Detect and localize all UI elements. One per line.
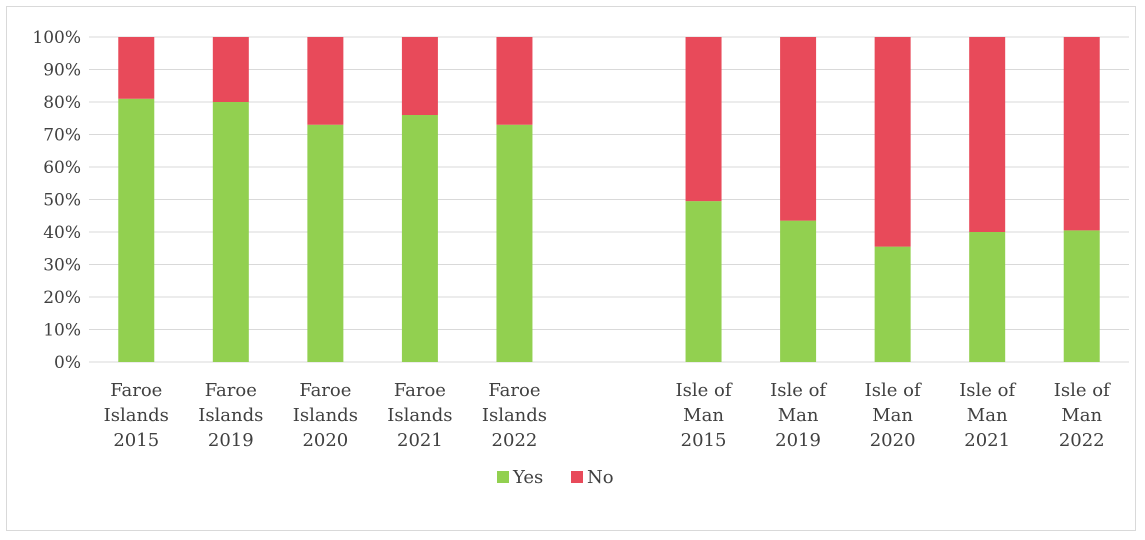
x-tick-label: Isle of Man 2020: [865, 380, 922, 451]
y-tick-label: 70%: [43, 126, 81, 146]
y-tick-label: 40%: [43, 223, 81, 243]
bar-yes: [401, 115, 438, 362]
y-axis-tick-labels: 0% 10% 20% 30% 40% 50% 60% 70% 80% 90% 100%: [32, 28, 81, 373]
y-tick-label: 80%: [43, 93, 81, 113]
bar-yes: [118, 98, 155, 362]
bar-no: [118, 37, 155, 99]
bar-no: [685, 37, 722, 202]
legend-swatch-yes: [497, 471, 509, 483]
bar-yes: [874, 246, 911, 362]
bar-no: [212, 37, 249, 102]
x-tick-label: Isle of Man 2015: [676, 380, 733, 451]
x-tick-label: Faroe Islands 2022: [482, 380, 547, 451]
bar-no: [496, 37, 533, 125]
x-tick-label: Faroe Islands 2019: [198, 380, 263, 451]
bar-no: [780, 37, 817, 221]
bar-no: [307, 37, 344, 125]
bar-no: [401, 37, 438, 115]
gridlines: [89, 36, 1129, 363]
x-tick-label: Isle of Man 2021: [959, 380, 1016, 451]
bars: [118, 37, 1100, 362]
x-tick-label: Faroe Islands 2020: [293, 380, 358, 451]
y-tick-label: 50%: [43, 191, 81, 211]
x-tick-label: Faroe Islands 2021: [387, 380, 452, 451]
bar-yes: [969, 232, 1006, 362]
y-tick-label: 60%: [43, 158, 81, 178]
bar-yes: [212, 102, 249, 362]
bar-no: [969, 37, 1006, 232]
legend-label-no: No: [587, 467, 614, 488]
bar-yes: [1063, 230, 1100, 362]
x-tick-label: Isle of Man 2019: [770, 380, 827, 451]
bar-yes: [685, 201, 722, 362]
x-tick-label: Isle of Man 2022: [1054, 380, 1111, 451]
bar-no: [874, 37, 911, 247]
legend: Yes No: [497, 467, 614, 488]
bar-yes: [496, 124, 533, 362]
stacked-percent-bar-chart: 0% 10% 20% 30% 40% 50% 60% 70% 80% 90% 100% Faroe I…: [32, 28, 1129, 488]
legend-label-yes: Yes: [512, 467, 543, 488]
y-tick-label: 30%: [43, 256, 81, 276]
y-tick-label: 0%: [54, 353, 81, 373]
x-tick-label: Faroe Islands 2015: [104, 380, 169, 451]
y-tick-label: 10%: [43, 321, 81, 341]
y-tick-label: 20%: [43, 288, 81, 308]
bar-yes: [780, 220, 817, 362]
y-tick-label: 100%: [32, 28, 81, 48]
bar-yes: [307, 124, 344, 362]
x-axis-tick-labels: Faroe Islands 2015 Faroe Islands 2019 Faroe Isl…: [104, 380, 1111, 451]
y-tick-label: 90%: [43, 61, 81, 81]
bar-no: [1063, 37, 1100, 231]
chart-frame: 0% 10% 20% 30% 40% 50% 60% 70% 80% 90% 100% Faroe I…: [6, 6, 1136, 531]
legend-swatch-no: [571, 471, 583, 483]
